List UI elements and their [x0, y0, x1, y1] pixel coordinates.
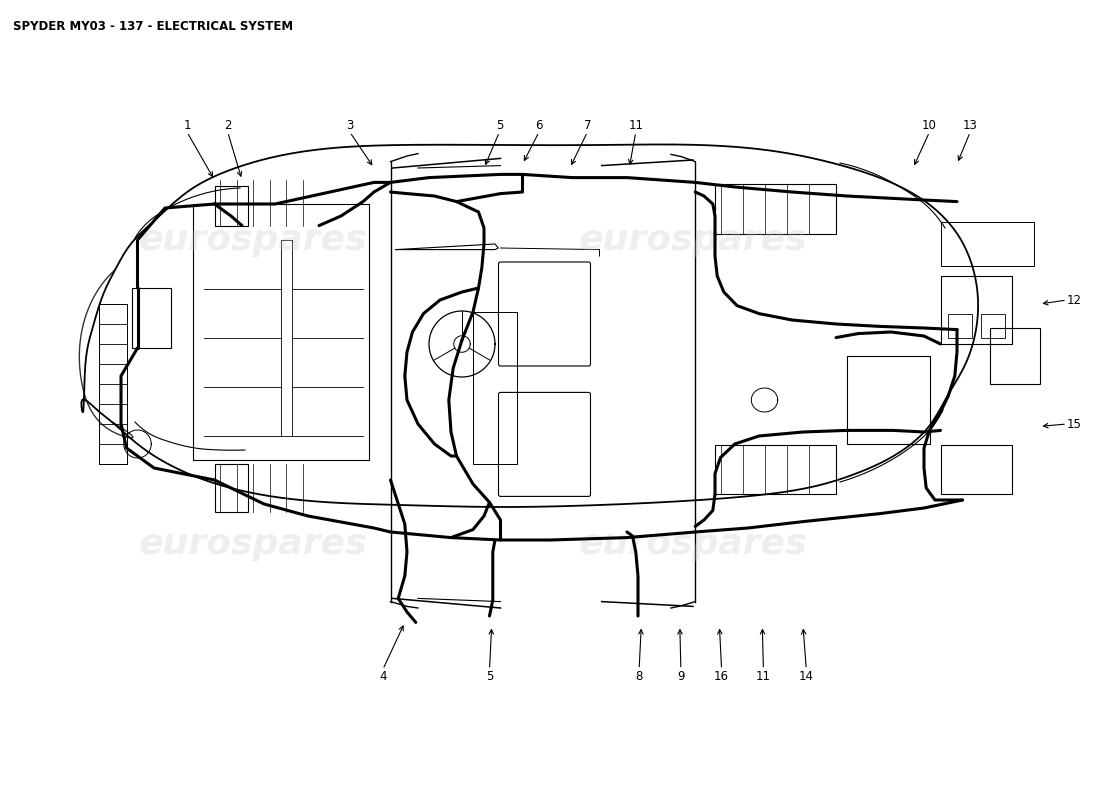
Bar	[940, 222, 1034, 266]
Text: 14: 14	[799, 670, 814, 682]
Text: 9: 9	[678, 670, 684, 682]
Text: 4: 4	[379, 670, 386, 682]
Text: 3: 3	[346, 119, 353, 132]
Text: eurospares: eurospares	[139, 223, 367, 257]
Text: 16: 16	[714, 670, 729, 682]
Bar	[99, 304, 127, 464]
Text: 15: 15	[1067, 418, 1082, 430]
Bar	[847, 356, 930, 444]
Text: eurospares: eurospares	[579, 527, 807, 561]
Bar	[214, 186, 248, 226]
Bar	[981, 314, 1005, 338]
Text: 5: 5	[496, 119, 503, 132]
Text: SPYDER MY03 - 137 - ELECTRICAL SYSTEM: SPYDER MY03 - 137 - ELECTRICAL SYSTEM	[13, 20, 294, 33]
Bar	[473, 312, 517, 464]
Bar	[715, 445, 836, 494]
Bar	[948, 314, 972, 338]
Text: eurospares: eurospares	[579, 223, 807, 257]
Text: 13: 13	[962, 119, 978, 132]
Bar	[940, 445, 1012, 494]
Text: 5: 5	[486, 670, 493, 682]
Text: 7: 7	[584, 119, 591, 132]
Text: 6: 6	[536, 119, 542, 132]
Bar	[192, 204, 368, 460]
Bar	[715, 184, 836, 234]
Text: eurospares: eurospares	[139, 527, 367, 561]
Text: 2: 2	[224, 119, 231, 132]
Text: 11: 11	[756, 670, 771, 682]
Text: 11: 11	[628, 119, 643, 132]
Text: 12: 12	[1067, 294, 1082, 306]
Text: 10: 10	[922, 119, 937, 132]
Bar	[132, 288, 170, 348]
Text: 8: 8	[636, 670, 642, 682]
Text: 1: 1	[184, 119, 190, 132]
Bar	[990, 328, 1040, 384]
Bar	[940, 276, 1012, 344]
Bar	[214, 464, 248, 512]
